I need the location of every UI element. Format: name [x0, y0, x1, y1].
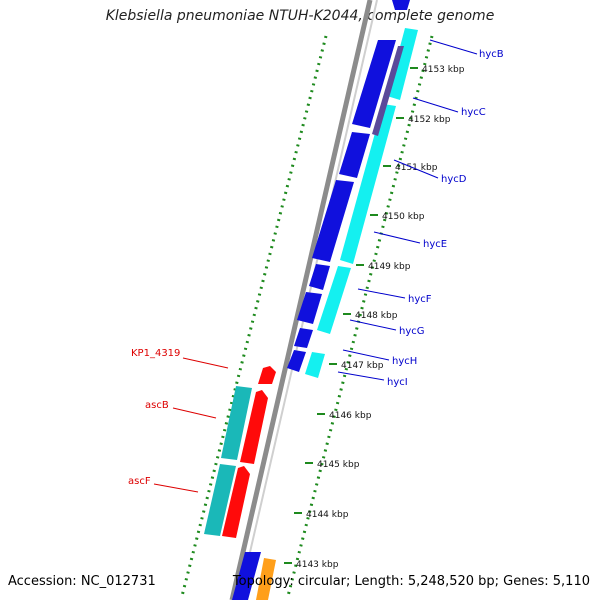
- scale-label: 4150 kbp: [382, 212, 425, 222]
- gene-arrow-hycF[interactable]: [309, 264, 330, 290]
- gene-arrow-KP1_4319[interactable]: [258, 366, 276, 384]
- gene-label-hycH[interactable]: hycH: [392, 356, 417, 367]
- cyan-feature-2: [340, 104, 396, 264]
- genome-summary: Topology: circular; Length: 5,248,520 bp…: [232, 574, 590, 589]
- reverse-strand-genes: [222, 366, 276, 538]
- genome-title: Klebsiella pneumoniae NTUH-K2044, comple…: [105, 8, 495, 24]
- right-gene-callouts: hycB hycC hycD hycE hycF hycG hycH hycI: [337, 39, 504, 388]
- gene-arrow-hycD[interactable]: [339, 132, 370, 178]
- scale-label: 4151 kbp: [395, 163, 438, 173]
- gene-arrow-hycB[interactable]: [392, 0, 410, 10]
- scale-label: 4144 kbp: [306, 510, 349, 520]
- backbone-line-dark: [229, 0, 373, 600]
- teal-feature-1: [221, 386, 252, 460]
- scale-label: 4145 kbp: [317, 460, 360, 470]
- gene-arrow-hycG[interactable]: [297, 292, 322, 324]
- gene-callout-line-hycE: [373, 231, 421, 244]
- scale-label: 4146 kbp: [329, 411, 372, 421]
- gene-label-hycF[interactable]: hycF: [408, 294, 432, 305]
- teal-feature-track: [204, 386, 252, 536]
- scale-label: 4149 kbp: [368, 262, 411, 272]
- gene-callout-line-KP1_4319: [182, 357, 229, 369]
- gene-arrow-hycC[interactable]: [352, 40, 396, 128]
- gene-label-hycE[interactable]: hycE: [423, 239, 447, 250]
- gene-callout-line-ascB: [172, 407, 217, 419]
- cyan-feature-1: [387, 28, 418, 100]
- cyan-feature-3: [317, 266, 351, 334]
- cyan-feature-track: [305, 28, 418, 378]
- scale-label: 4152 kbp: [408, 115, 451, 125]
- gene-label-KP1_4319[interactable]: KP1_4319: [131, 348, 180, 359]
- scale-label: 4143 kbp: [296, 560, 339, 570]
- gene-label-hycC[interactable]: hycC: [461, 107, 486, 118]
- scale-label: 4153 kbp: [422, 65, 465, 75]
- gene-label-hycI[interactable]: hycI: [387, 377, 408, 388]
- orange-gene: [256, 558, 276, 600]
- scale-labels: 4153 kbp 4152 kbp 4151 kbp 4150 kbp 4149 kbp…: [284, 65, 465, 570]
- accession-label: Accession: NC_012731: [8, 574, 156, 589]
- gene-label-hycD[interactable]: hycD: [441, 174, 467, 185]
- gene-callout-line-ascF: [153, 483, 199, 493]
- purple-marker: [372, 46, 404, 136]
- gene-callout-line-hycB: [429, 39, 478, 55]
- gene-arrow-hycI[interactable]: [287, 350, 306, 372]
- forward-strand-genes: [232, 0, 410, 600]
- gene-callout-line-hycF: [357, 288, 406, 299]
- scale-label: 4147 kbp: [341, 361, 384, 371]
- teal-feature-2: [204, 464, 236, 536]
- gene-label-hycB[interactable]: hycB: [479, 49, 504, 60]
- gene-label-ascB[interactable]: ascB: [145, 400, 169, 411]
- left-gene-callouts: KP1_4319 ascB ascF: [128, 348, 229, 493]
- gene-callout-line-hycH: [342, 349, 390, 361]
- gene-label-hycG[interactable]: hycG: [399, 326, 425, 337]
- gene-callout-line-hycD: [393, 159, 439, 179]
- gene-arrow-next[interactable]: [232, 552, 261, 600]
- gene-arrow-hycH[interactable]: [294, 328, 313, 348]
- gene-callout-line-hycG: [349, 319, 397, 331]
- gene-callout-line-hycC: [412, 97, 459, 113]
- scale-label: 4148 kbp: [355, 311, 398, 321]
- gene-callout-line-hycI: [337, 371, 385, 381]
- gene-arrow-hycE[interactable]: [312, 180, 354, 262]
- gene-arrow-ascF[interactable]: [222, 466, 250, 538]
- cyan-feature-4: [305, 352, 325, 378]
- gene-label-ascF[interactable]: ascF: [128, 476, 151, 487]
- gene-arrow-ascB[interactable]: [240, 390, 268, 464]
